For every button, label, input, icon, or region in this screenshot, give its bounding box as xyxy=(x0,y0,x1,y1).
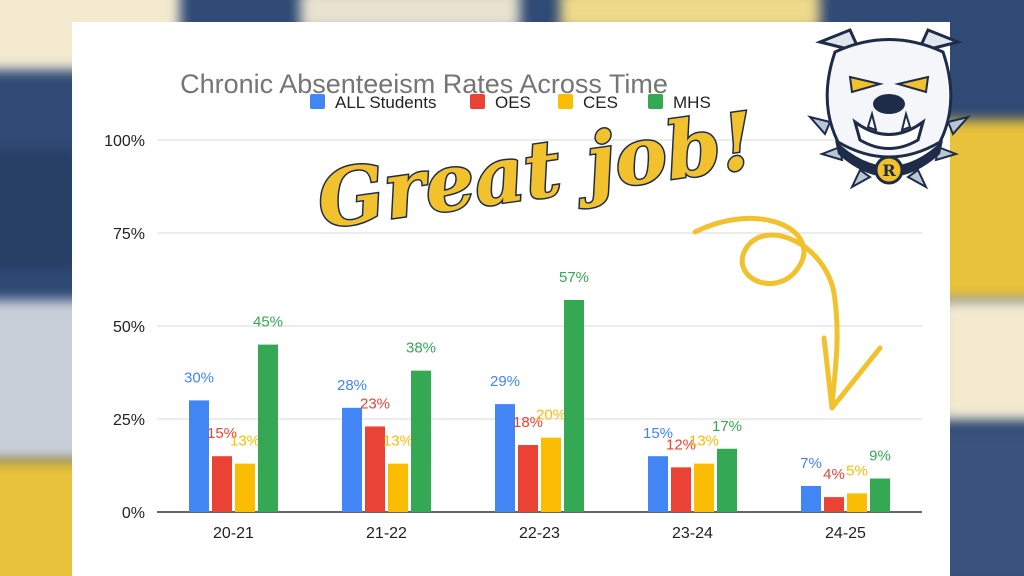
data-label: 45% xyxy=(253,314,283,331)
data-label: 12% xyxy=(666,436,696,453)
data-label: 18% xyxy=(513,414,543,431)
bar xyxy=(541,437,561,512)
x-axis-labels: 20-21 21-22 22-23 23-24 24-25 xyxy=(213,525,866,542)
data-label: 5% xyxy=(846,462,868,479)
data-label: 38% xyxy=(406,340,436,357)
bar xyxy=(258,344,278,512)
chart-legend: ALL Students OES CES MHS xyxy=(310,93,711,112)
bar xyxy=(870,478,890,512)
data-label: 17% xyxy=(712,418,742,435)
bar xyxy=(717,448,737,512)
bar xyxy=(235,463,255,512)
bars: 30%15%13%45%28%23%13%38%29%18%20%57%15%1… xyxy=(184,269,891,512)
legend-swatch xyxy=(310,94,325,109)
data-label: 20% xyxy=(536,407,566,424)
bar xyxy=(365,426,385,512)
data-label: 29% xyxy=(490,373,520,390)
bar xyxy=(671,467,691,512)
spiked-collar-icon xyxy=(807,115,971,190)
data-label: 7% xyxy=(800,455,822,472)
data-label: 15% xyxy=(207,425,237,442)
x-tick-label: 20-21 xyxy=(213,525,254,542)
x-tick-label: 22-23 xyxy=(519,525,560,542)
y-tick-label: 25% xyxy=(113,412,145,429)
legend-label: CES xyxy=(583,93,618,112)
x-tick-label: 23-24 xyxy=(672,525,713,542)
bar xyxy=(648,456,668,512)
legend-label: MHS xyxy=(673,93,711,112)
bar xyxy=(495,404,515,512)
bar xyxy=(518,445,538,512)
data-label: 9% xyxy=(869,448,891,465)
data-label: 28% xyxy=(337,377,367,394)
bar xyxy=(801,485,821,512)
y-tick-label: 50% xyxy=(113,319,145,336)
y-tick-label: 75% xyxy=(113,226,145,243)
chart-title: Chronic Absenteeism Rates Across Time xyxy=(180,69,668,99)
legend-label: ALL Students xyxy=(335,93,436,112)
data-label: 57% xyxy=(559,269,589,286)
x-tick-label: 24-25 xyxy=(825,525,866,542)
data-label: 13% xyxy=(230,433,260,450)
legend-label: OES xyxy=(495,93,531,112)
bar xyxy=(411,370,431,512)
bar xyxy=(824,497,844,512)
y-gridlines: 0% 25% 50% 75% 100% xyxy=(104,133,922,522)
bar xyxy=(564,299,584,512)
data-label: 30% xyxy=(184,369,214,386)
bar xyxy=(212,456,232,512)
legend-swatch xyxy=(558,94,573,109)
x-tick-label: 21-22 xyxy=(366,525,407,542)
bulldog-logo: R xyxy=(807,28,971,190)
data-label: 23% xyxy=(360,395,390,412)
bar xyxy=(847,493,867,512)
data-label: 4% xyxy=(823,466,845,483)
bar-chart: Chronic Absenteeism Rates Across Time AL… xyxy=(104,69,922,542)
bar xyxy=(388,463,408,512)
data-label: 13% xyxy=(689,433,719,450)
r-badge xyxy=(874,155,904,185)
y-tick-label: 0% xyxy=(122,505,145,522)
legend-swatch xyxy=(648,94,663,109)
bar xyxy=(694,463,714,512)
r-badge-letter: R xyxy=(882,161,896,180)
data-label: 13% xyxy=(383,433,413,450)
data-label: 15% xyxy=(643,425,673,442)
bar xyxy=(342,407,362,512)
bar xyxy=(189,400,209,512)
legend-swatch xyxy=(470,94,485,109)
y-tick-label: 100% xyxy=(104,133,145,150)
bulldog-face-icon xyxy=(815,28,963,159)
